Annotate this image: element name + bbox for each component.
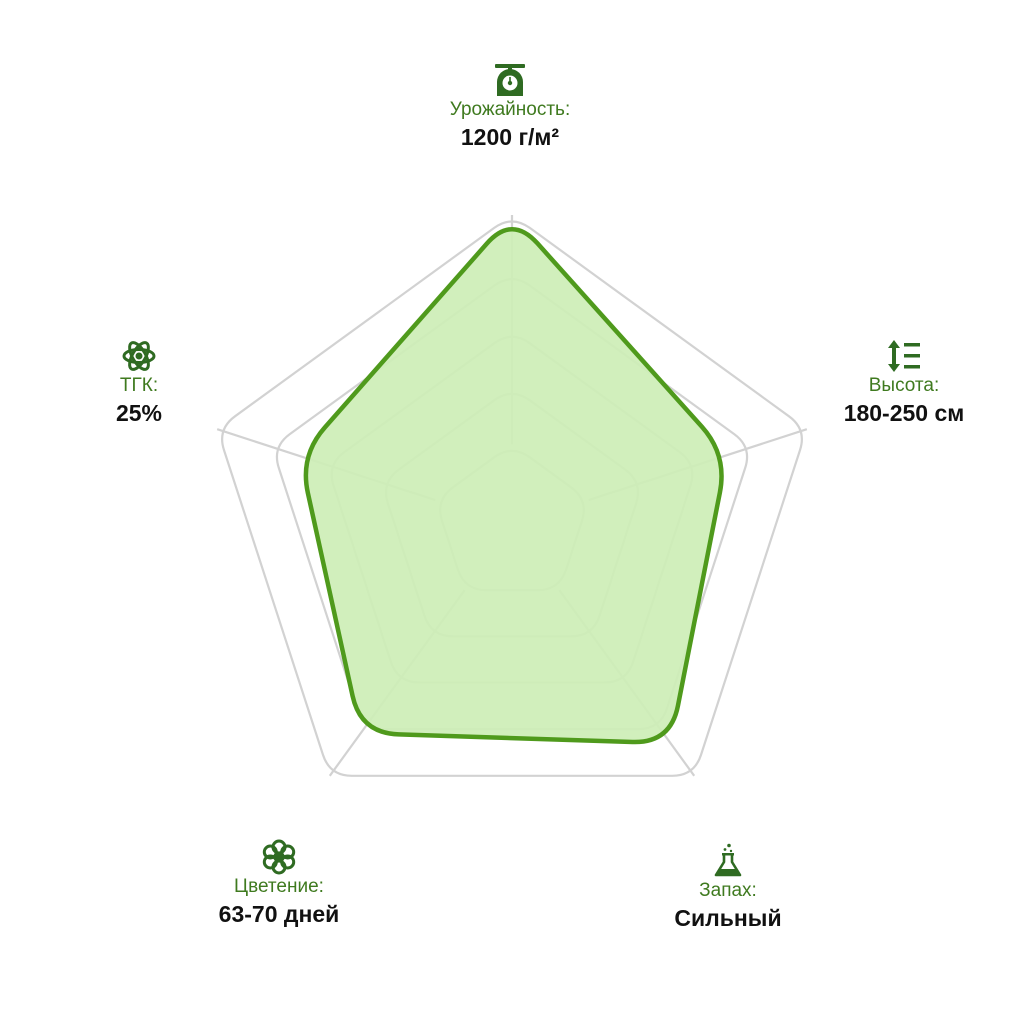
grid-ring-5 — [221, 220, 803, 777]
axis-height: Высота: 180-250 см — [774, 338, 1020, 428]
axis-thc: ТГК: 25% — [9, 338, 269, 428]
axis-value: 180-250 см — [843, 400, 965, 426]
atom-icon — [122, 341, 156, 371]
radar-data-area — [303, 227, 724, 745]
axis-label: Цветение: — [234, 876, 324, 897]
axis-value: 63-70 дней — [218, 901, 340, 927]
axis-yield: Урожайность: 1200 г/м² — [380, 62, 640, 152]
axis-value: 25% — [115, 400, 163, 426]
axis-label: Запах: — [699, 880, 757, 901]
height-icon — [888, 340, 920, 372]
axis-label: Высота: — [868, 375, 940, 396]
flask-icon — [714, 843, 742, 877]
axis-label: Урожайность: — [449, 99, 571, 120]
axis-value: 1200 г/м² — [460, 124, 560, 150]
axis-smell: Запах: Сильный — [598, 843, 858, 933]
axis-label: ТГК: — [119, 375, 159, 396]
axis-value: Сильный — [674, 905, 782, 931]
scale-icon — [495, 64, 525, 96]
flower-icon — [262, 839, 296, 875]
axis-flowering: Цветение: 63-70 дней — [149, 839, 409, 929]
